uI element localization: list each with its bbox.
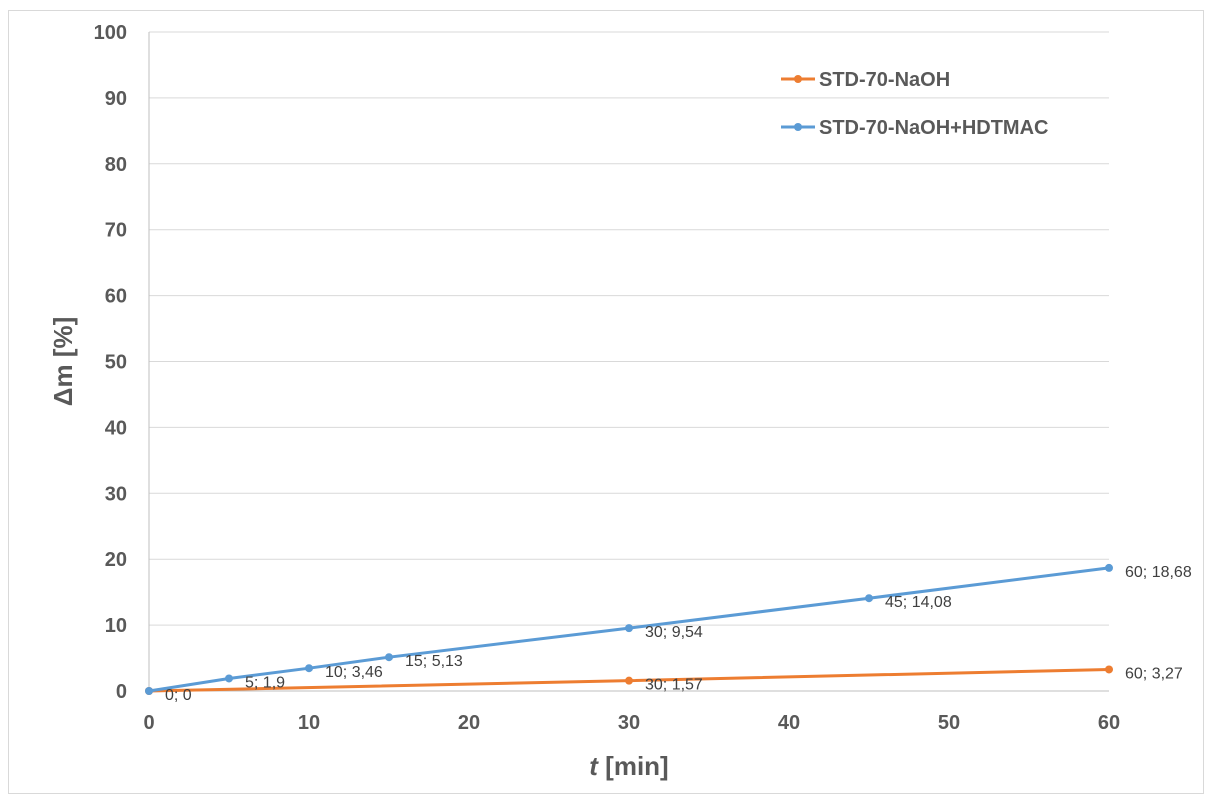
chart-frame (8, 10, 1204, 794)
x-tick-label: 10 (298, 712, 320, 734)
data-point (625, 676, 633, 685)
legend: STD-70-NaOH STD-70-NaOH+HDTMAC (781, 69, 1048, 139)
series-layer (145, 563, 1113, 695)
data-label: 15; 5,13 (405, 653, 463, 670)
x-tick-label: 60 (1098, 712, 1120, 734)
y-tick-label: 30 (105, 483, 127, 505)
x-axis-title-unit: [min] (598, 751, 669, 781)
y-tick-label: 50 (105, 352, 127, 374)
data-label: 60; 18,68 (1125, 564, 1192, 581)
x-tick-label: 0 (143, 712, 154, 734)
x-axis-title-italic: t (589, 751, 599, 781)
data-point (1105, 665, 1113, 674)
gridlines (149, 31, 1109, 626)
data-point (1105, 563, 1113, 572)
axes: 0 10 20 30 40 50 60 70 80 90 100 0 10 20 30 40 50 60 (94, 22, 1121, 734)
data-label: 5; 1,9 (245, 674, 285, 691)
legend-entry: STD-70-NaOH+HDTMAC (819, 117, 1048, 139)
y-tick-label: 90 (105, 88, 127, 110)
data-point (305, 664, 313, 673)
data-label: 30; 1,57 (645, 677, 703, 694)
x-axis-title: t [min] (589, 751, 668, 781)
data-point (865, 594, 873, 603)
y-tick-label: 100 (94, 22, 127, 44)
y-tick-label: 80 (105, 154, 127, 176)
x-tick-label: 50 (938, 712, 960, 734)
data-point (625, 624, 633, 633)
y-tick-label: 0 (116, 681, 127, 703)
y-tick-label: 70 (105, 220, 127, 242)
x-tick-label: 30 (618, 712, 640, 734)
data-point (385, 653, 393, 662)
y-tick-label: 20 (105, 549, 127, 571)
x-tick-label: 40 (778, 712, 800, 734)
y-tick-label: 40 (105, 417, 127, 439)
data-point (145, 687, 153, 695)
legend-swatch-marker (794, 123, 802, 131)
data-label: 0; 0 (165, 687, 192, 704)
data-label: 10; 3,46 (325, 664, 383, 681)
data-label: 45; 14,08 (885, 594, 952, 611)
y-axis-title: Δm [%] (48, 317, 78, 406)
data-label: 60; 3,27 (1125, 665, 1183, 682)
legend-entry: STD-70-NaOH (819, 69, 950, 91)
data-point (225, 674, 233, 683)
data-labels: 30; 1,57 60; 3,27 0; 0 5; 1,9 10; 3,46 15; 5,… (165, 564, 1192, 704)
y-tick-label: 10 (105, 615, 127, 637)
y-tick-label: 60 (105, 286, 127, 308)
x-tick-label: 20 (458, 712, 480, 734)
legend-swatch-marker (794, 75, 802, 83)
data-label: 30; 9,54 (645, 624, 703, 641)
